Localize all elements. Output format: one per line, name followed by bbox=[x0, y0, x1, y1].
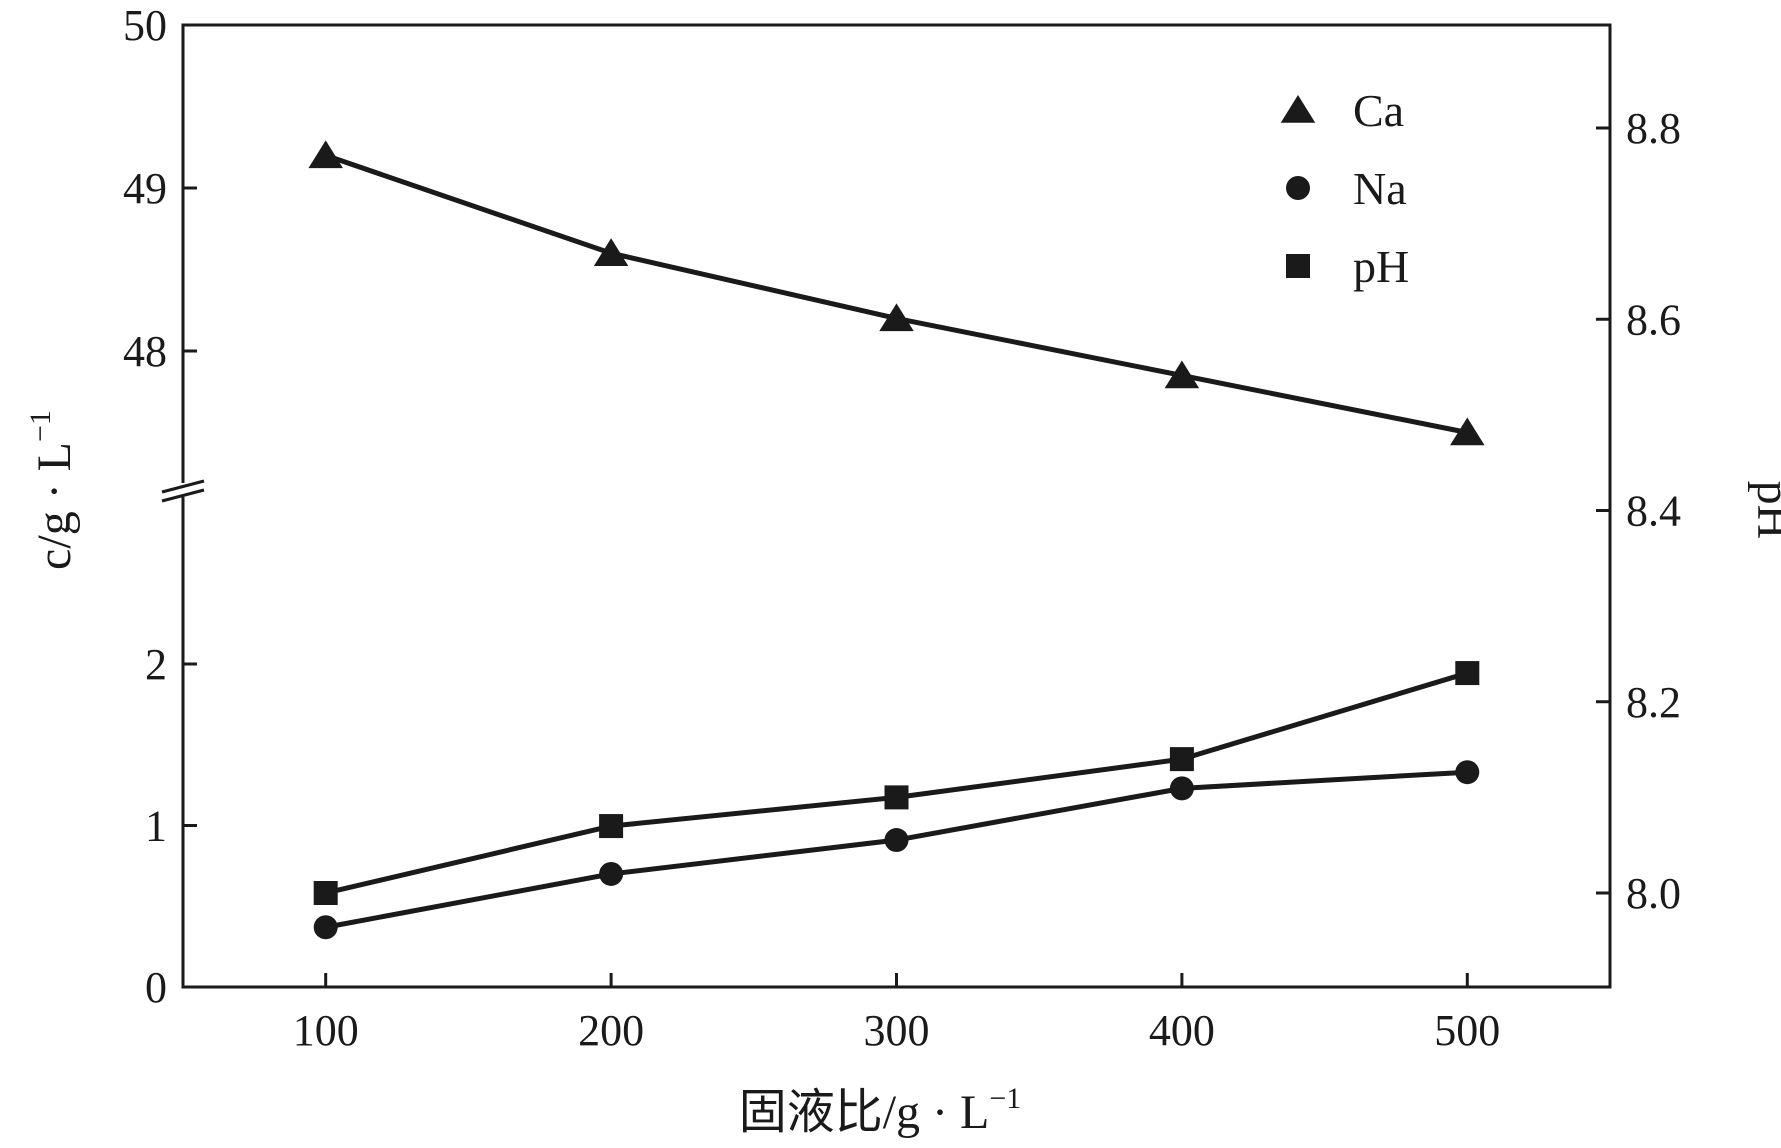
series-ca bbox=[308, 140, 1485, 446]
y2-tick-label: 8.8 bbox=[1626, 104, 1681, 153]
data-point-na bbox=[884, 828, 909, 853]
y2-tick-label: 8.6 bbox=[1626, 295, 1681, 344]
y-axis-break-mark bbox=[161, 479, 205, 503]
y2-tick-label: 8.0 bbox=[1626, 869, 1681, 918]
y-tick-label: 49 bbox=[123, 164, 167, 213]
series-ph bbox=[313, 661, 1480, 905]
y-tick-label: 0 bbox=[145, 963, 167, 1012]
data-point-ca bbox=[1164, 360, 1200, 389]
series-na bbox=[313, 760, 1480, 940]
x-axis-title: 固液比/g · L−1 bbox=[739, 1082, 1022, 1139]
y-tick-label: 2 bbox=[145, 640, 167, 689]
y-axis-title: c/g · L−1 bbox=[24, 410, 81, 570]
data-point-ca bbox=[308, 140, 343, 169]
legend-item-ph: pH bbox=[1286, 241, 1409, 292]
legend-label-ph: pH bbox=[1353, 241, 1409, 292]
data-point-ph bbox=[313, 881, 338, 905]
legend-label-ca: Ca bbox=[1353, 85, 1404, 136]
data-point-ph bbox=[1455, 661, 1480, 686]
legend-marker-na bbox=[1286, 176, 1310, 200]
x-tick-label: 400 bbox=[1149, 1006, 1215, 1055]
x-tick-label: 500 bbox=[1434, 1006, 1500, 1055]
y2-tick-label: 8.4 bbox=[1626, 487, 1681, 536]
y2-axis-title: pH bbox=[1747, 481, 1781, 540]
x-tick-label: 300 bbox=[864, 1006, 930, 1055]
data-point-na bbox=[599, 861, 624, 886]
data-point-ph bbox=[599, 814, 624, 839]
x-tick-label: 200 bbox=[578, 1006, 644, 1055]
y-tick-label: 50 bbox=[123, 1, 167, 50]
data-point-ph bbox=[1169, 747, 1194, 772]
y2-tick-label: 8.2 bbox=[1626, 678, 1681, 727]
legend-marker-ca bbox=[1280, 95, 1316, 123]
legend-label-na: Na bbox=[1353, 163, 1407, 214]
legend: Ca Na pH bbox=[1280, 85, 1409, 292]
y-tick-label: 1 bbox=[145, 802, 167, 851]
data-point-na bbox=[1455, 760, 1480, 785]
data-point-ca bbox=[879, 303, 914, 332]
data-point-na bbox=[313, 915, 338, 940]
data-point-ca bbox=[1450, 417, 1485, 446]
data-point-na bbox=[1169, 776, 1194, 801]
x-tick-label: 100 bbox=[293, 1006, 359, 1055]
legend-item-na: Na bbox=[1286, 163, 1407, 214]
data-point-ca bbox=[593, 238, 629, 266]
y-tick-label: 48 bbox=[123, 327, 167, 376]
legend-item-ca: Ca bbox=[1280, 85, 1404, 136]
data-point-ph bbox=[884, 785, 909, 810]
legend-marker-ph bbox=[1286, 254, 1310, 278]
